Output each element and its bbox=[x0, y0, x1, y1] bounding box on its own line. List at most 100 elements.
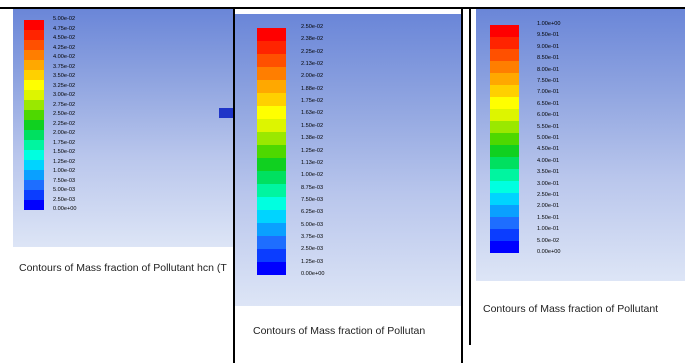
color-bar-1 bbox=[24, 20, 44, 210]
caption-text-3: Contours of Mass fraction of Pollutant bbox=[483, 303, 659, 315]
color-swatch bbox=[490, 241, 519, 253]
color-swatch bbox=[257, 145, 286, 158]
color-swatch bbox=[257, 106, 286, 119]
legend-tick-label: 5.50e-01 bbox=[537, 123, 560, 130]
color-swatch bbox=[490, 205, 519, 217]
legend-tick-label: 8.50e-01 bbox=[537, 55, 560, 62]
legend-tick-label: 8.00e-01 bbox=[537, 66, 560, 73]
color-bar-2 bbox=[257, 28, 286, 275]
color-swatch bbox=[24, 190, 44, 200]
color-swatch bbox=[24, 30, 44, 40]
legend-tick-label: 2.75e-02 bbox=[53, 101, 76, 108]
legend-tick-label: 2.25e-02 bbox=[53, 120, 76, 127]
color-swatch bbox=[257, 41, 286, 54]
legend-tick-label: 7.00e-01 bbox=[537, 89, 560, 96]
color-swatch bbox=[24, 160, 44, 170]
legend-tick-label: 1.00e+00 bbox=[537, 21, 561, 28]
color-swatch bbox=[257, 67, 286, 80]
panel-divider-2 bbox=[461, 7, 463, 363]
color-swatch bbox=[24, 170, 44, 180]
legend-tick-label: 4.75e-02 bbox=[53, 25, 76, 32]
legend-tick-label: 3.50e-01 bbox=[537, 169, 560, 176]
legend-tick-label: 6.25e-03 bbox=[301, 209, 324, 216]
panel-divider-3 bbox=[469, 7, 471, 345]
color-swatch bbox=[24, 90, 44, 100]
color-swatch bbox=[490, 169, 519, 181]
legend-tick-label: 1.50e-01 bbox=[537, 215, 560, 221]
color-swatch bbox=[257, 223, 286, 236]
color-swatch bbox=[257, 28, 286, 41]
legend-tick-label: 5.00e-03 bbox=[301, 221, 324, 228]
contour-panel-1: 5.00e-02 4.75e-02 4.50e-02 4.25e-02 4.00e-02… bbox=[13, 9, 234, 363]
legend-tick-label: 1.50e-02 bbox=[53, 149, 76, 156]
color-swatch bbox=[24, 40, 44, 50]
legend-tick-label: 3.75e-02 bbox=[53, 63, 76, 70]
color-swatch bbox=[257, 119, 286, 132]
caption-area-2 bbox=[235, 306, 462, 363]
color-swatch bbox=[257, 249, 286, 262]
legend-tick-label: 9.00e-01 bbox=[537, 44, 560, 50]
legend-tick-label: 1.38e-02 bbox=[301, 135, 324, 142]
legend-tick-label: 1.50e-02 bbox=[301, 123, 324, 129]
color-swatch bbox=[257, 171, 286, 184]
color-swatch bbox=[490, 37, 519, 49]
color-swatch bbox=[24, 140, 44, 150]
color-swatch bbox=[490, 61, 519, 73]
legend-tick-label: 5.00e-02 bbox=[53, 16, 76, 23]
color-swatch bbox=[490, 85, 519, 97]
legend-tick-label: 0.00e+00 bbox=[537, 249, 561, 256]
color-swatch bbox=[257, 262, 286, 275]
color-swatch bbox=[24, 50, 44, 60]
color-swatch bbox=[257, 210, 286, 223]
legend-tick-label: 5.00e-01 bbox=[537, 135, 560, 142]
color-swatch bbox=[24, 80, 44, 90]
caption-text-2: Contours of Mass fraction of Pollutan bbox=[253, 325, 426, 337]
legend-tick-label: 2.00e-01 bbox=[537, 203, 560, 210]
color-swatch bbox=[257, 197, 286, 210]
legend-tick-label: 4.25e-02 bbox=[53, 44, 76, 51]
legend-tick-label: 1.25e-03 bbox=[301, 258, 324, 265]
legend-tick-label: 1.63e-02 bbox=[301, 110, 324, 117]
legend-tick-label: 9.50e-01 bbox=[537, 32, 560, 39]
color-swatch bbox=[24, 100, 44, 110]
color-swatch bbox=[257, 184, 286, 197]
legend-tick-label: 0.00e+00 bbox=[53, 206, 77, 213]
color-swatch bbox=[490, 229, 519, 241]
caption-area-1 bbox=[13, 247, 234, 363]
legend-tick-label: 2.50e-02 bbox=[301, 24, 324, 31]
contour-panel-2: 2.50e-02 2.38e-02 2.25e-02 2.13e-02 2.00e-02… bbox=[235, 14, 462, 363]
legend-tick-label: 8.75e-03 bbox=[301, 184, 324, 191]
color-swatch bbox=[257, 93, 286, 106]
graphics-view-1[interactable] bbox=[13, 9, 234, 247]
color-swatch bbox=[490, 121, 519, 133]
color-swatch bbox=[490, 145, 519, 157]
top-frame-line bbox=[0, 7, 685, 9]
color-swatch bbox=[257, 132, 286, 145]
color-swatch bbox=[24, 20, 44, 30]
caption-text-1: Contours of Mass fraction of Pollutant h… bbox=[19, 262, 227, 274]
legend-tick-label: 1.25e-02 bbox=[301, 147, 324, 154]
color-swatch bbox=[490, 133, 519, 145]
legend-tick-label: 4.50e-02 bbox=[53, 35, 76, 42]
color-swatch bbox=[490, 49, 519, 61]
geometry-fragment bbox=[219, 108, 234, 118]
legend-tick-label: 5.00e-02 bbox=[537, 237, 560, 244]
caption-area-3 bbox=[476, 281, 685, 345]
color-swatch bbox=[490, 157, 519, 169]
color-swatch bbox=[490, 193, 519, 205]
legend-tick-label: 2.13e-02 bbox=[301, 61, 324, 68]
legend-tick-label: 0.00e+00 bbox=[301, 271, 325, 278]
color-swatch bbox=[24, 200, 44, 210]
legend-tick-label: 7.50e-01 bbox=[537, 78, 560, 85]
legend-tick-label: 1.00e-01 bbox=[537, 226, 560, 233]
legend-tick-label: 4.50e-01 bbox=[537, 146, 560, 153]
color-swatch bbox=[24, 130, 44, 140]
legend-tick-label: 1.00e-02 bbox=[53, 168, 76, 175]
color-swatch bbox=[490, 73, 519, 85]
legend-tick-label: 3.25e-02 bbox=[53, 82, 76, 89]
legend-tick-label: 5.00e-03 bbox=[53, 187, 76, 194]
color-swatch bbox=[24, 180, 44, 190]
legend-tick-label: 2.00e-02 bbox=[301, 73, 324, 80]
legend-tick-label: 1.88e-02 bbox=[301, 85, 324, 92]
color-swatch bbox=[24, 120, 44, 130]
